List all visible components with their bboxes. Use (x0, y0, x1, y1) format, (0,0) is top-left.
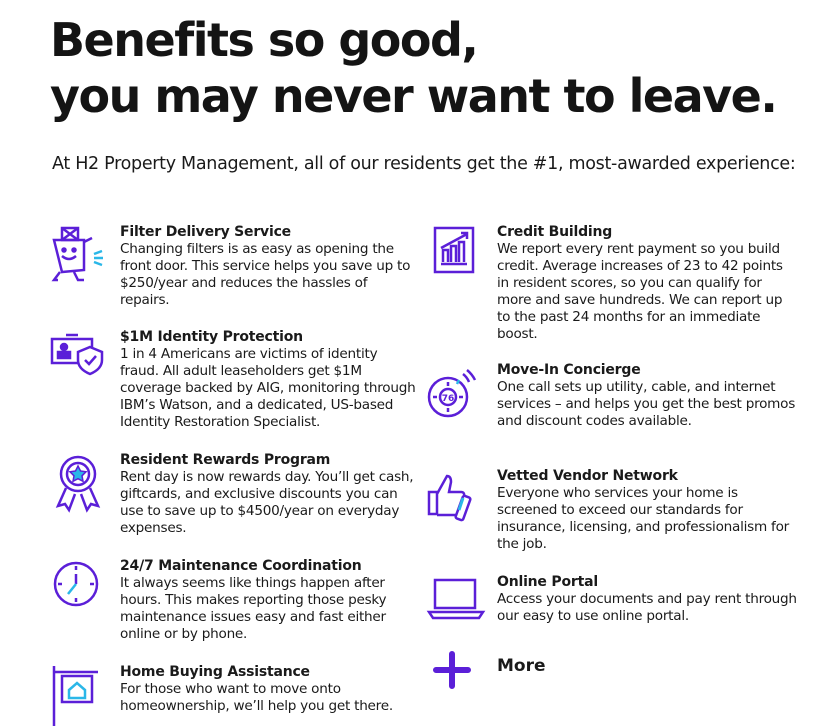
benefit-title: Online Portal (497, 574, 598, 590)
plus-icon (432, 650, 472, 690)
benefit-title: Resident Rewards Program (120, 452, 331, 468)
laptop-icon (425, 576, 486, 636)
benefit-credit-building: Credit Building We report every rent pay… (433, 224, 797, 343)
benefit-title: Move-In Concierge (497, 362, 641, 378)
title-line-1: Benefits so good, (50, 13, 479, 67)
benefit-text: Rent day is now rewards day. You’ll get … (120, 469, 414, 536)
benefit-title: 24/7 Maintenance Coordination (120, 558, 362, 574)
benefit-title: Credit Building (497, 224, 613, 240)
thumbs-up-icon (423, 470, 483, 530)
benefit-text: For those who want to move onto homeowne… (120, 681, 393, 714)
benefit-online-portal: Online Portal Access your documents and … (426, 574, 797, 625)
house-sign-icon (48, 666, 108, 726)
benefit-maintenance: 24/7 Maintenance Coordination It always … (53, 558, 420, 643)
filter-box-icon (48, 226, 108, 286)
more-label[interactable]: More (497, 656, 546, 676)
benefit-title: Home Buying Assistance (120, 664, 310, 680)
thermostat-value: 76 (442, 394, 455, 404)
clock-icon (48, 560, 108, 620)
benefit-vetted-vendor: Vetted Vendor Network Everyone who servi… (427, 468, 797, 553)
benefit-text: One call sets up utility, cable, and int… (497, 379, 796, 429)
benefit-text: 1 in 4 Americans are victims of identity… (120, 346, 416, 430)
benefit-title: Vetted Vendor Network (497, 468, 678, 484)
thermostat-icon: 76 (423, 364, 483, 424)
benefit-filter-delivery: Filter Delivery Service Changing filters… (51, 224, 420, 309)
page-title: Benefits so good, you may never want to l… (50, 12, 778, 124)
benefit-text: It always seems like things happen after… (120, 575, 387, 642)
credit-chart-icon (433, 226, 493, 286)
benefit-move-in-concierge: 76 Move-In Concierge One call sets up ut… (427, 362, 797, 430)
benefit-resident-rewards: Resident Rewards Program Rent day is now… (55, 452, 420, 537)
benefit-text: Access your documents and pay rent throu… (497, 591, 797, 624)
benefit-title: $1M Identity Protection (120, 329, 303, 345)
benefit-text: Everyone who services your home is scree… (497, 485, 789, 552)
benefit-title: Filter Delivery Service (120, 224, 291, 240)
award-ribbon-icon (48, 454, 108, 514)
identity-shield-icon (48, 331, 108, 391)
title-line-2: you may never want to leave. (50, 69, 778, 123)
benefit-text: We report every rent payment so you buil… (497, 241, 783, 342)
benefit-home-buying: Home Buying Assistance For those who wan… (52, 664, 420, 726)
benefit-text: Changing filters is as easy as opening t… (120, 241, 411, 308)
benefit-identity-protection: $1M Identity Protection 1 in 4 Americans… (50, 329, 420, 431)
subtitle: At H2 Property Management, all of our re… (52, 154, 796, 174)
